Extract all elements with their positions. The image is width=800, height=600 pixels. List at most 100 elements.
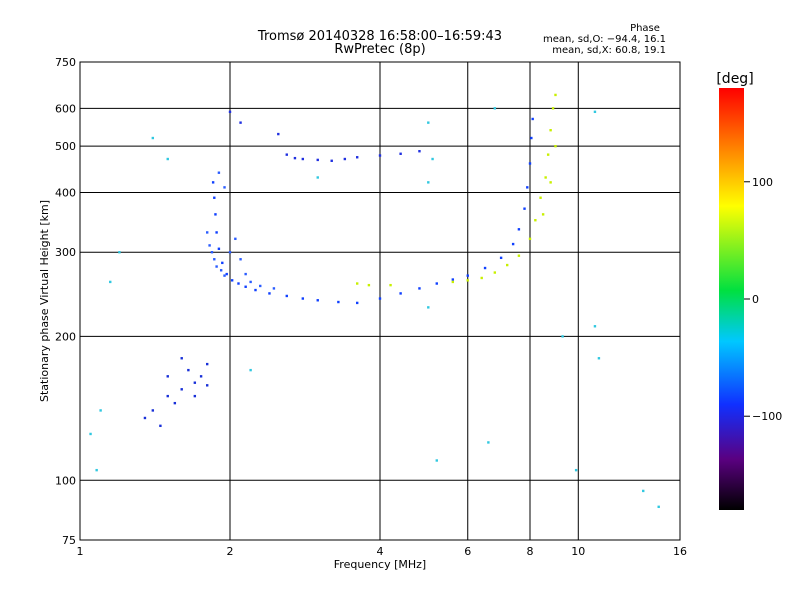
data-point <box>574 468 578 472</box>
data-point <box>316 158 319 162</box>
x-tick-label: 16 <box>673 545 687 558</box>
data-point <box>166 157 169 161</box>
data-point <box>166 394 169 398</box>
x-axis-label: Frequency [MHz] <box>334 558 426 571</box>
data-point <box>534 219 537 222</box>
phase-heading: Phase <box>630 23 660 34</box>
data-point <box>193 394 197 398</box>
data-point <box>234 237 237 241</box>
data-point <box>355 282 359 285</box>
data-point <box>239 258 242 261</box>
data-point <box>215 265 218 268</box>
data-point <box>642 489 645 493</box>
data-point <box>355 156 359 159</box>
data-point <box>151 136 155 140</box>
y-tick-label: 300 <box>55 246 76 259</box>
colorbar-tick-label: 100 <box>752 176 773 189</box>
colorbar-label: [deg] <box>716 71 753 87</box>
data-point <box>316 299 319 302</box>
data-point <box>544 176 547 179</box>
data-point <box>528 162 532 165</box>
data-point <box>89 432 92 436</box>
data-point <box>239 121 242 124</box>
y-axis-label: Stationary phase Virtual Height [km] <box>38 200 51 402</box>
data-point <box>210 251 214 254</box>
data-point <box>228 251 232 254</box>
data-point <box>355 301 359 305</box>
data-point <box>546 153 550 156</box>
data-point <box>483 266 487 270</box>
data-point <box>466 274 469 277</box>
data-point <box>480 276 483 280</box>
data-point <box>118 251 121 254</box>
data-point <box>517 228 521 231</box>
data-point <box>208 244 211 247</box>
data-point <box>223 274 226 277</box>
y-tick-label: 75 <box>62 534 76 547</box>
data-point <box>213 196 216 199</box>
data-point <box>95 468 98 472</box>
data-point <box>180 357 183 360</box>
phase-colorbar <box>719 88 744 510</box>
data-point <box>259 284 262 288</box>
data-point <box>549 181 552 184</box>
data-point <box>249 280 252 284</box>
data-point <box>399 152 402 155</box>
data-point <box>378 154 382 157</box>
data-point <box>418 150 421 153</box>
data-point <box>215 231 218 234</box>
data-point <box>193 381 197 384</box>
colorbar-tick-label: −100 <box>752 410 782 423</box>
data-point <box>367 283 371 287</box>
grid <box>80 62 680 540</box>
data-point <box>213 258 216 261</box>
data-point <box>466 279 469 282</box>
x-tick-label: 2 <box>227 545 234 558</box>
x-axis-ticks: 1 2 4 6 8 10 16 <box>77 545 688 558</box>
x-tick-label: 8 <box>527 545 534 558</box>
data-point <box>166 375 169 378</box>
data-point <box>451 280 455 284</box>
colorbar-tick-label: 0 <box>752 293 759 306</box>
data-point <box>427 121 430 124</box>
data-point <box>285 294 288 298</box>
data-point <box>230 279 234 282</box>
data-point <box>431 157 434 161</box>
data-point <box>268 292 271 295</box>
phase-mean-x: mean, sd,X: 60.8, 19.1 <box>552 45 666 56</box>
data-point <box>109 280 112 284</box>
y-tick-label: 600 <box>55 102 76 115</box>
data-point <box>285 153 288 156</box>
data-point <box>205 231 209 234</box>
data-point <box>541 213 545 216</box>
x-tick-label: 1 <box>77 545 84 558</box>
y-tick-label: 750 <box>55 56 76 69</box>
data-point <box>293 156 297 160</box>
data-point <box>505 263 509 267</box>
data-point <box>528 237 532 241</box>
x-tick-label: 10 <box>571 545 585 558</box>
data-point <box>451 278 455 281</box>
data-point <box>237 282 240 285</box>
data-point <box>389 283 392 287</box>
y-tick-label: 200 <box>55 330 76 343</box>
data-point <box>517 254 521 257</box>
data-point <box>316 176 319 179</box>
data-point <box>187 368 190 372</box>
data-point <box>217 247 221 250</box>
data-point <box>159 424 162 428</box>
data-point <box>205 384 209 387</box>
data-point <box>593 325 597 328</box>
data-point <box>511 242 515 246</box>
data-points <box>89 93 660 509</box>
data-point <box>244 272 247 276</box>
data-point <box>343 157 347 161</box>
data-point <box>561 335 564 338</box>
data-point <box>554 93 557 97</box>
data-point <box>173 401 177 405</box>
data-point <box>337 300 340 304</box>
data-point <box>199 375 203 378</box>
data-point <box>499 256 503 260</box>
data-point <box>531 117 534 121</box>
